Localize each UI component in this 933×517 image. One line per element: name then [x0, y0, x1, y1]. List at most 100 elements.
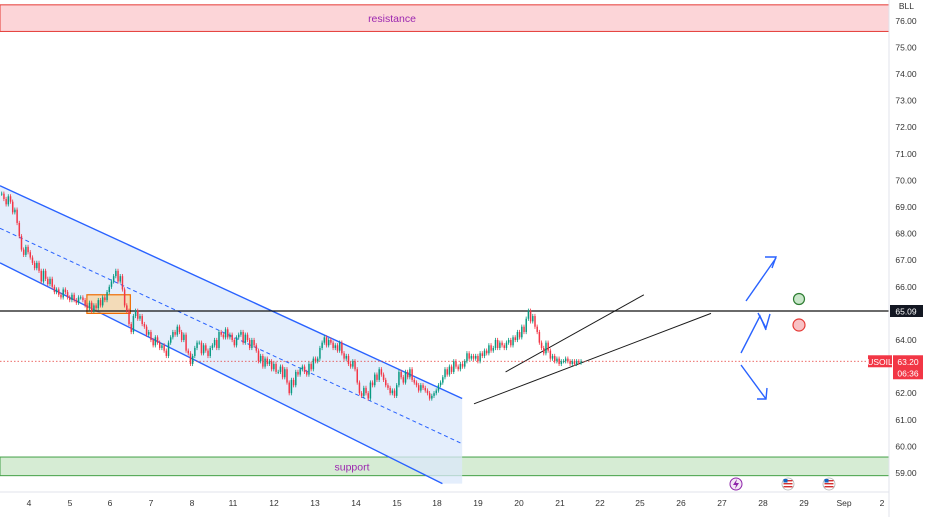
flag-canton: [824, 479, 829, 483]
candle: [338, 342, 341, 351]
candle: [224, 329, 227, 338]
descending-channel-upper[interactable]: [0, 185, 463, 400]
currency-label: BLL: [899, 1, 914, 11]
candle: [238, 334, 240, 338]
candle: [20, 236, 23, 250]
x-tick-label: 15: [392, 498, 402, 508]
rising-channel-lower[interactable]: [473, 312, 712, 405]
candle: [374, 374, 376, 386]
candle: [413, 379, 416, 383]
rising-channel-upper[interactable]: [505, 294, 645, 373]
candle: [569, 361, 571, 364]
candle: [490, 345, 492, 351]
candle: [435, 390, 437, 394]
bullish-arrow-head[interactable]: [765, 256, 777, 269]
candle: [347, 355, 350, 364]
support-label: support: [334, 461, 369, 473]
x-tick-label: 12: [269, 498, 279, 508]
candle: [248, 339, 251, 348]
x-tick-label: 8: [190, 498, 195, 508]
descending-channel-midline[interactable]: [0, 227, 463, 445]
candle: [459, 363, 462, 370]
candle: [391, 390, 394, 394]
candle: [303, 366, 306, 372]
candle: [411, 369, 413, 380]
candle: [308, 363, 310, 375]
candle: [7, 196, 10, 205]
candle: [360, 393, 363, 396]
x-tick-label: 13: [310, 498, 320, 508]
candle: [194, 347, 196, 356]
candle: [389, 387, 391, 394]
candle: [402, 377, 405, 383]
candle: [433, 393, 435, 396]
bearish-signal-circle[interactable]: [792, 318, 806, 332]
candle: [475, 355, 477, 359]
candle: [80, 297, 82, 299]
candle: [406, 371, 409, 378]
candle: [93, 305, 95, 311]
candle: [470, 355, 473, 359]
candle: [428, 393, 431, 399]
candle: [64, 289, 67, 293]
countdown-label: 06:36: [897, 368, 919, 378]
candle: [187, 350, 190, 354]
candle: [22, 249, 25, 255]
candle: [180, 332, 183, 340]
bullish-arrow-line[interactable]: [745, 257, 777, 302]
flag-stripe: [783, 480, 793, 482]
candle: [99, 300, 102, 306]
candle: [420, 385, 422, 391]
candle: [479, 353, 481, 362]
bullish-signal-circle[interactable]: [792, 292, 806, 306]
candle: [457, 366, 459, 370]
candle: [167, 342, 170, 356]
candle: [369, 382, 372, 399]
candle: [437, 385, 440, 391]
candle: [220, 332, 222, 335]
candle: [534, 316, 536, 327]
candle: [439, 382, 442, 386]
last-price-tag: [893, 355, 923, 380]
candle: [453, 361, 455, 372]
candle: [398, 371, 400, 386]
y-tick-label: 62.00: [895, 388, 917, 398]
y-tick-label: 60.00: [895, 441, 917, 451]
x-tick-label: 27: [717, 498, 727, 508]
candle: [137, 310, 139, 319]
candle: [532, 316, 534, 322]
candle: [567, 358, 569, 362]
x-tick-label: Sep: [836, 498, 851, 508]
candle: [71, 294, 73, 301]
candle: [299, 369, 301, 375]
candle: [176, 326, 179, 335]
candle: [380, 369, 383, 375]
bearish-arrow-head[interactable]: [757, 387, 768, 400]
candle: [128, 310, 130, 325]
candle: [327, 339, 330, 346]
candle: [273, 363, 275, 370]
candle: [134, 310, 137, 317]
key-level-tag: [890, 305, 923, 317]
candle: [483, 350, 486, 356]
candle: [464, 361, 466, 367]
candle: [82, 297, 84, 301]
candle: [235, 337, 238, 346]
candle: [156, 337, 159, 343]
candle: [95, 305, 97, 309]
candle: [310, 363, 312, 370]
candle: [461, 363, 464, 367]
candle: [121, 276, 124, 290]
x-tick-label: 29: [799, 498, 809, 508]
pullback-arrow-head[interactable]: [757, 312, 771, 330]
candle: [189, 353, 192, 364]
candle: [18, 222, 21, 237]
candle: [396, 385, 398, 396]
candle: [523, 326, 525, 333]
candle: [317, 358, 319, 362]
candle: [321, 342, 323, 348]
candle: [207, 350, 209, 356]
y-tick-label: 72.00: [895, 122, 917, 132]
bearish-arrow-line[interactable]: [740, 364, 767, 400]
